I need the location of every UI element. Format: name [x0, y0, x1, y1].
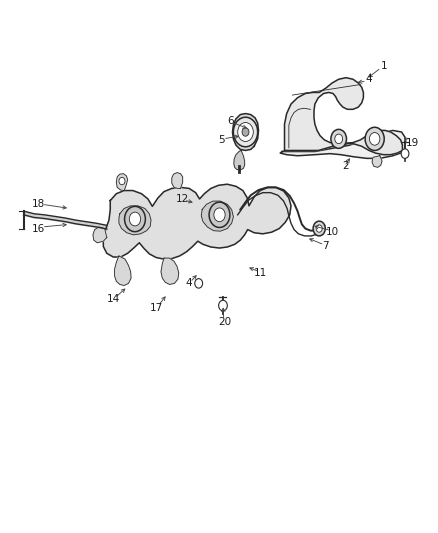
Polygon shape	[233, 150, 244, 170]
Text: 4: 4	[184, 278, 191, 288]
Circle shape	[124, 206, 145, 232]
Text: 16: 16	[32, 223, 45, 233]
Circle shape	[334, 134, 342, 143]
Circle shape	[208, 202, 230, 228]
Polygon shape	[119, 206, 151, 235]
Polygon shape	[93, 227, 106, 243]
Text: 7: 7	[321, 241, 328, 252]
Text: 6: 6	[226, 116, 233, 126]
Circle shape	[364, 127, 383, 150]
Text: 20: 20	[218, 317, 231, 327]
Circle shape	[213, 208, 225, 222]
Polygon shape	[116, 174, 127, 191]
Text: 11: 11	[254, 268, 267, 278]
Text: 2: 2	[341, 161, 348, 171]
Text: 5: 5	[218, 135, 224, 145]
Text: 17: 17	[150, 303, 163, 313]
Polygon shape	[279, 131, 404, 158]
Polygon shape	[371, 156, 381, 167]
Circle shape	[330, 130, 346, 148]
Circle shape	[237, 123, 253, 141]
Polygon shape	[171, 173, 182, 189]
Text: 10: 10	[325, 227, 338, 237]
Circle shape	[119, 177, 125, 185]
Circle shape	[312, 221, 325, 236]
Circle shape	[194, 279, 202, 288]
Circle shape	[129, 212, 140, 226]
Text: 14: 14	[106, 294, 120, 304]
Polygon shape	[103, 184, 290, 259]
Circle shape	[233, 117, 257, 147]
Circle shape	[369, 133, 379, 145]
Polygon shape	[201, 201, 233, 231]
Text: 19: 19	[405, 138, 418, 148]
Circle shape	[315, 225, 321, 232]
Text: 1: 1	[380, 61, 387, 71]
Circle shape	[241, 128, 248, 136]
Polygon shape	[284, 78, 402, 155]
Polygon shape	[232, 114, 258, 150]
Polygon shape	[161, 258, 178, 285]
Polygon shape	[114, 256, 131, 286]
Circle shape	[218, 300, 227, 311]
Text: 18: 18	[32, 199, 45, 209]
Circle shape	[400, 149, 408, 158]
Text: 4: 4	[365, 74, 371, 84]
Text: 12: 12	[176, 194, 189, 204]
